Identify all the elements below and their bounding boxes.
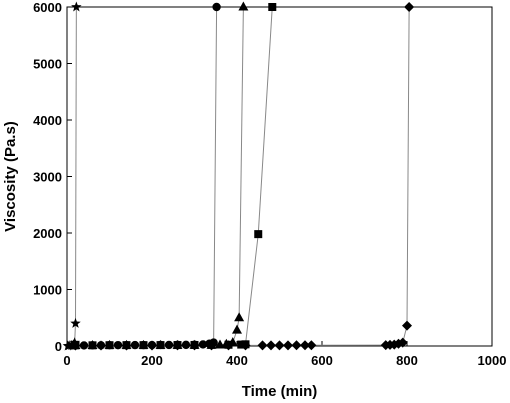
data-point-circle: [212, 2, 221, 12]
x-tick-label: 0: [63, 353, 70, 368]
data-point-square: [237, 340, 246, 349]
series-markers: [62, 1, 415, 351]
series-points-star: [62, 1, 82, 351]
data-point-circle: [130, 340, 140, 350]
y-tick-label: 0: [55, 339, 62, 354]
x-tick-label: 600: [311, 353, 333, 368]
axis-ticks: 0 200 400 600 800 1000 0 1000 2000 3000 4000 5000 60…: [33, 0, 506, 368]
y-tick-label: 3000: [33, 170, 62, 185]
y-tick-label: 2000: [33, 226, 62, 241]
data-point-circle: [164, 340, 174, 350]
data-point-diamond: [397, 337, 408, 348]
data-point-square: [156, 341, 165, 350]
series-lines: [67, 6, 410, 347]
data-point-circle: [181, 340, 191, 350]
x-tick-label: 1000: [478, 353, 507, 368]
x-tick-label: 200: [141, 353, 163, 368]
data-point-diamond: [96, 340, 106, 351]
series-points-circle: [71, 2, 221, 350]
data-point-triangle: [238, 1, 249, 11]
y-axis-title: Viscosity (Pa.s): [2, 121, 19, 232]
y-tick-label: 1000: [33, 283, 62, 298]
series-line-triangle: [75, 6, 244, 347]
data-point-diamond: [274, 340, 285, 351]
data-point-square: [254, 230, 263, 239]
x-tick-label: 400: [226, 353, 248, 368]
data-point-diamond: [404, 2, 415, 12]
data-point-diamond: [300, 340, 310, 351]
data-point-diamond: [70, 340, 81, 351]
data-point-star: [71, 1, 82, 12]
data-point-circle: [79, 341, 89, 350]
data-point-diamond: [223, 340, 234, 351]
data-point-diamond: [240, 340, 251, 351]
data-point-star: [70, 317, 81, 328]
x-axis-title: Time (min): [242, 383, 318, 400]
series-points-square: [71, 3, 277, 350]
data-point-square: [88, 341, 97, 350]
series-line-circle: [75, 6, 218, 346]
series-points-diamond: [70, 2, 415, 351]
data-point-diamond: [257, 340, 268, 351]
y-tick-label: 6000: [33, 0, 62, 15]
data-point-diamond: [402, 320, 412, 331]
data-point-square: [105, 341, 114, 350]
data-point-square: [139, 341, 148, 350]
data-point-diamond: [306, 340, 317, 351]
data-point-diamond: [266, 340, 276, 351]
y-tick-label: 4000: [33, 113, 62, 128]
data-point-triangle: [234, 312, 245, 322]
data-point-circle: [198, 340, 208, 349]
data-point-diamond: [206, 340, 217, 351]
data-point-circle: [113, 340, 123, 350]
data-point-square: [268, 3, 277, 11]
data-point-diamond: [291, 340, 302, 351]
data-point-diamond: [147, 340, 157, 351]
data-point-diamond: [189, 340, 200, 351]
y-tick-label: 5000: [33, 57, 62, 72]
plot-frame: [66, 6, 493, 347]
data-point-diamond: [283, 340, 293, 351]
data-point-diamond: [172, 340, 183, 351]
data-point-triangle: [232, 324, 242, 334]
x-tick-label: 800: [396, 353, 418, 368]
series-points-triangle: [70, 1, 249, 350]
data-point-diamond: [121, 340, 132, 351]
